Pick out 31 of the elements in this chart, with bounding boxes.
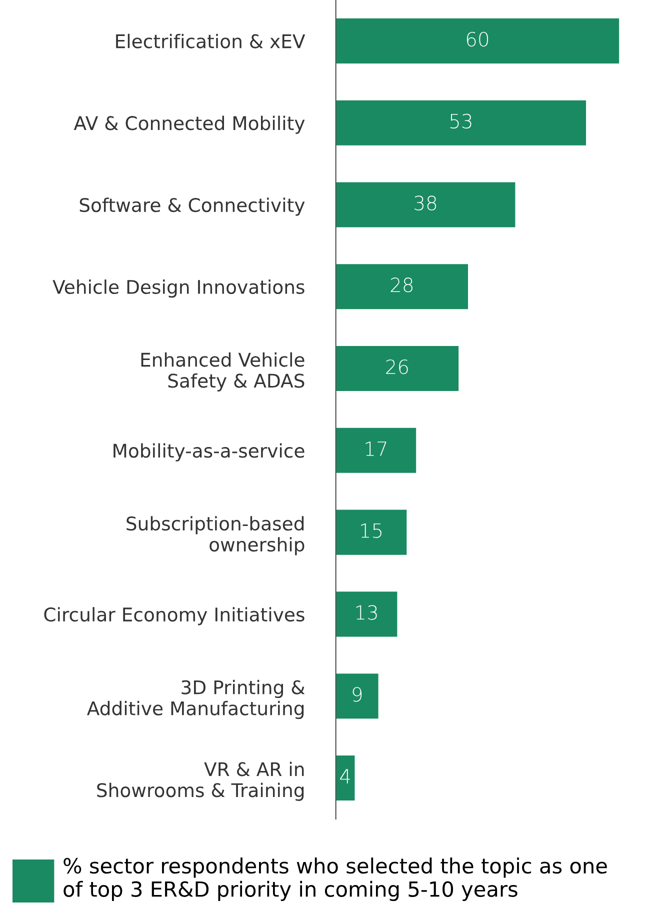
data-label: 38 bbox=[414, 196, 436, 210]
bar bbox=[336, 755, 355, 800]
bar bbox=[336, 674, 378, 719]
bar bbox=[336, 592, 398, 637]
data-label: 28 bbox=[390, 278, 412, 292]
bar bbox=[336, 428, 416, 473]
y-tick-label: Software & Connectivity bbox=[80, 198, 305, 216]
data-label: 9 bbox=[352, 687, 362, 702]
bar bbox=[336, 346, 459, 392]
y-tick-label: Mobility-as-a-service bbox=[114, 443, 304, 462]
y-tick-label: Vehicle Design Innovations bbox=[52, 280, 304, 298]
data-label: 53 bbox=[450, 114, 472, 128]
y-tick-label: 3D Printing & Additive Manufacturing bbox=[86, 680, 305, 720]
bar bbox=[336, 182, 516, 228]
data-label: 26 bbox=[386, 359, 408, 374]
y-tick-label: VR & AR in Showrooms & Training bbox=[97, 762, 304, 801]
data-label: 15 bbox=[360, 523, 382, 538]
y-tick-label: AV & Connected Mobility bbox=[74, 116, 305, 134]
legend-label: % sector respondents who selected the topic as one of top 3 ER&D priority in coming 5-10 years bbox=[64, 858, 607, 902]
bar bbox=[336, 18, 620, 64]
y-tick-label: Electrification & xEV bbox=[116, 34, 306, 48]
y-tick-label: Enhanced Vehicle Safety & ADAS bbox=[141, 352, 304, 392]
data-label: 60 bbox=[466, 32, 488, 47]
bar bbox=[336, 510, 407, 555]
bar bbox=[336, 100, 586, 146]
data-label: 13 bbox=[356, 605, 377, 620]
y-tick-label: Circular Economy Initiatives bbox=[44, 607, 304, 626]
bar bbox=[336, 264, 468, 310]
y-tick-label: Subscription-based ownership bbox=[126, 516, 304, 556]
data-label: 17 bbox=[366, 442, 386, 456]
data-label: 4 bbox=[340, 769, 350, 784]
